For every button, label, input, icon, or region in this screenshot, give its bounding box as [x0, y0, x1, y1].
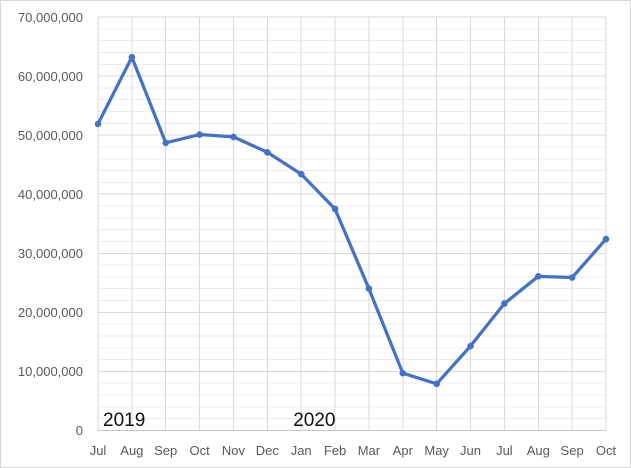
x-axis-tick-label: Jul — [496, 443, 513, 458]
x-axis-tick-label: Oct — [595, 443, 617, 458]
y-axis-tick-label: 30,000,000 — [17, 245, 83, 261]
data-point-marker — [196, 131, 203, 138]
x-axis-tick-label: Apr — [392, 443, 413, 458]
year-annotation: 2020 — [293, 410, 336, 431]
data-point-marker — [399, 369, 407, 377]
x-axis-tick-label: Sep — [154, 443, 178, 458]
series-line — [96, 55, 608, 386]
x-axis-tick-label: Feb — [323, 443, 347, 458]
data-point-marker — [433, 380, 440, 388]
y-axis-tick-label: 0 — [75, 423, 83, 438]
x-axis-tick-label: Mar — [357, 443, 381, 458]
x-axis-tick-label: Oct — [189, 443, 210, 458]
x-axis-tick-label: Aug — [526, 443, 550, 458]
data-point-marker — [365, 285, 373, 293]
data-point-marker — [568, 274, 576, 281]
x-axis-tick-label: Jul — [89, 443, 107, 458]
y-axis-tick-label: 70,000,000 — [17, 9, 83, 25]
data-point-marker — [162, 139, 170, 147]
data-point-marker — [128, 53, 136, 61]
y-axis-tick-label: 60,000,000 — [17, 68, 83, 84]
y-axis-tick-label: 50,000,000 — [17, 127, 83, 143]
data-point-marker — [602, 235, 610, 243]
data-point-marker — [501, 300, 508, 307]
y-axis-tick-label: 20,000,000 — [17, 304, 83, 320]
data-point-marker — [467, 342, 474, 350]
x-axis-tick-label: Nov — [221, 443, 246, 458]
x-axis-tick-label: Sep — [560, 443, 584, 458]
data-point-marker — [264, 148, 271, 156]
x-axis-tick-label: Jun — [460, 443, 482, 458]
data-point-marker — [297, 170, 305, 178]
y-axis-tick-label: 40,000,000 — [17, 186, 83, 202]
y-axis-tick-label: 10,000,000 — [17, 363, 83, 379]
data-point-marker — [230, 133, 237, 141]
x-axis-tick-label: May — [424, 443, 449, 458]
x-axis-tick-label: Aug — [120, 443, 144, 458]
x-axis-tick-label: Dec — [255, 443, 279, 458]
data-point-marker — [534, 273, 542, 280]
year-annotation: 2019 — [103, 410, 146, 431]
data-point-marker — [331, 205, 339, 213]
x-axis-tick-label: Jan — [290, 443, 312, 458]
data-point-marker — [94, 120, 102, 128]
